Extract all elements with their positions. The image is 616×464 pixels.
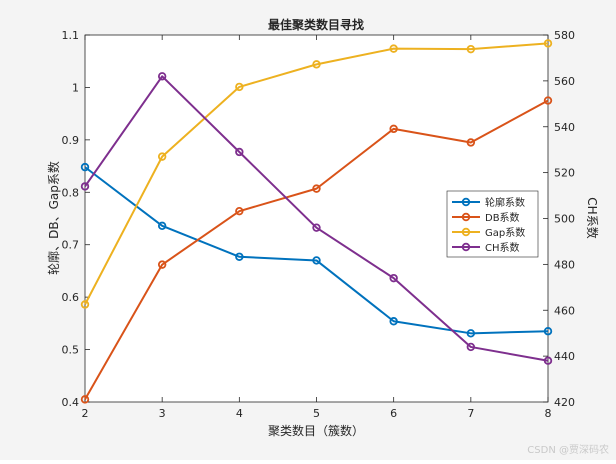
series-point bbox=[389, 44, 398, 53]
y-tick-label-right: 440 bbox=[554, 350, 575, 363]
watermark: CSDN @贾深码农 bbox=[527, 443, 609, 456]
y-tick-label-right: 580 bbox=[554, 29, 575, 42]
series-line bbox=[84, 75, 549, 362]
y-axis-label-right: CH系数 bbox=[585, 197, 600, 238]
series-point bbox=[80, 300, 90, 309]
series-point bbox=[389, 124, 398, 134]
y-tick-label-right: 460 bbox=[554, 304, 575, 317]
y-axis-label-left: 轮廓、DB、Gap系数 bbox=[46, 161, 61, 275]
y-tick-label-left: 0.5 bbox=[62, 344, 80, 357]
legend-swatch-marker bbox=[461, 197, 471, 207]
x-tick-label: 6 bbox=[390, 407, 397, 420]
x-tick-label: 8 bbox=[545, 407, 552, 420]
legend-label: DB系数 bbox=[485, 211, 520, 224]
series-point bbox=[543, 327, 553, 336]
series-point bbox=[389, 317, 398, 326]
series-point bbox=[235, 147, 244, 157]
series-point bbox=[235, 206, 244, 216]
legend-label: 轮廓系数 bbox=[485, 196, 525, 209]
x-tick-label: 2 bbox=[82, 407, 89, 420]
legend-label: Gap系数 bbox=[485, 226, 525, 239]
legend-swatch-marker bbox=[461, 227, 471, 237]
series-point bbox=[157, 72, 167, 81]
y-tick-label-left: 1 bbox=[72, 81, 79, 94]
series-point bbox=[235, 82, 244, 92]
series-point bbox=[157, 260, 167, 269]
y-tick-label-right: 560 bbox=[554, 75, 575, 88]
series-point bbox=[312, 223, 321, 232]
y-tick-label-left: 1.1 bbox=[62, 29, 80, 42]
y-tick-label-right: 420 bbox=[554, 396, 575, 409]
series-point bbox=[543, 96, 553, 105]
series-point bbox=[389, 273, 398, 283]
legend-label: CH系数 bbox=[485, 241, 520, 254]
x-tick-label: 3 bbox=[159, 407, 166, 420]
y-tick-label-right: 520 bbox=[554, 167, 575, 180]
series-point bbox=[543, 39, 553, 48]
series-point bbox=[80, 395, 90, 404]
x-tick-label: 4 bbox=[236, 407, 243, 420]
y-tick-label-right: 540 bbox=[554, 121, 575, 134]
y-tick-label-right: 500 bbox=[554, 213, 575, 226]
y-tick-label-right: 480 bbox=[554, 258, 575, 271]
series-point bbox=[312, 60, 321, 69]
x-tick-label: 5 bbox=[313, 407, 320, 420]
series-point bbox=[543, 356, 553, 365]
series-point bbox=[466, 329, 476, 338]
series-line bbox=[84, 166, 549, 335]
series-point bbox=[312, 256, 321, 265]
series-point bbox=[157, 152, 167, 161]
y-tick-label-left: 0.4 bbox=[62, 396, 80, 409]
y-tick-label-left: 0.6 bbox=[62, 291, 80, 304]
y-tick-label-left: 0.8 bbox=[62, 186, 80, 199]
y-tick-label-left: 0.9 bbox=[62, 134, 80, 147]
legend: 轮廓系数 DB系数 Gap系数 CH系数 bbox=[446, 190, 539, 258]
series-line bbox=[84, 42, 549, 305]
series-point bbox=[312, 184, 321, 193]
series-point bbox=[466, 138, 476, 147]
series-point bbox=[466, 44, 476, 54]
y-tick-label-left: 0.7 bbox=[62, 239, 80, 252]
x-axis-label: 聚类数目（簇数） bbox=[268, 423, 364, 438]
series-line bbox=[84, 99, 549, 400]
chart-title: 最佳聚类数目寻找 bbox=[268, 17, 364, 32]
series-point bbox=[235, 252, 244, 261]
legend-swatch-marker bbox=[461, 212, 471, 222]
legend-swatch-marker bbox=[461, 242, 471, 252]
series-point bbox=[157, 221, 167, 231]
series-point bbox=[80, 182, 90, 191]
series-point bbox=[466, 342, 476, 352]
series-point bbox=[80, 162, 90, 172]
x-tick-label: 7 bbox=[467, 407, 474, 420]
